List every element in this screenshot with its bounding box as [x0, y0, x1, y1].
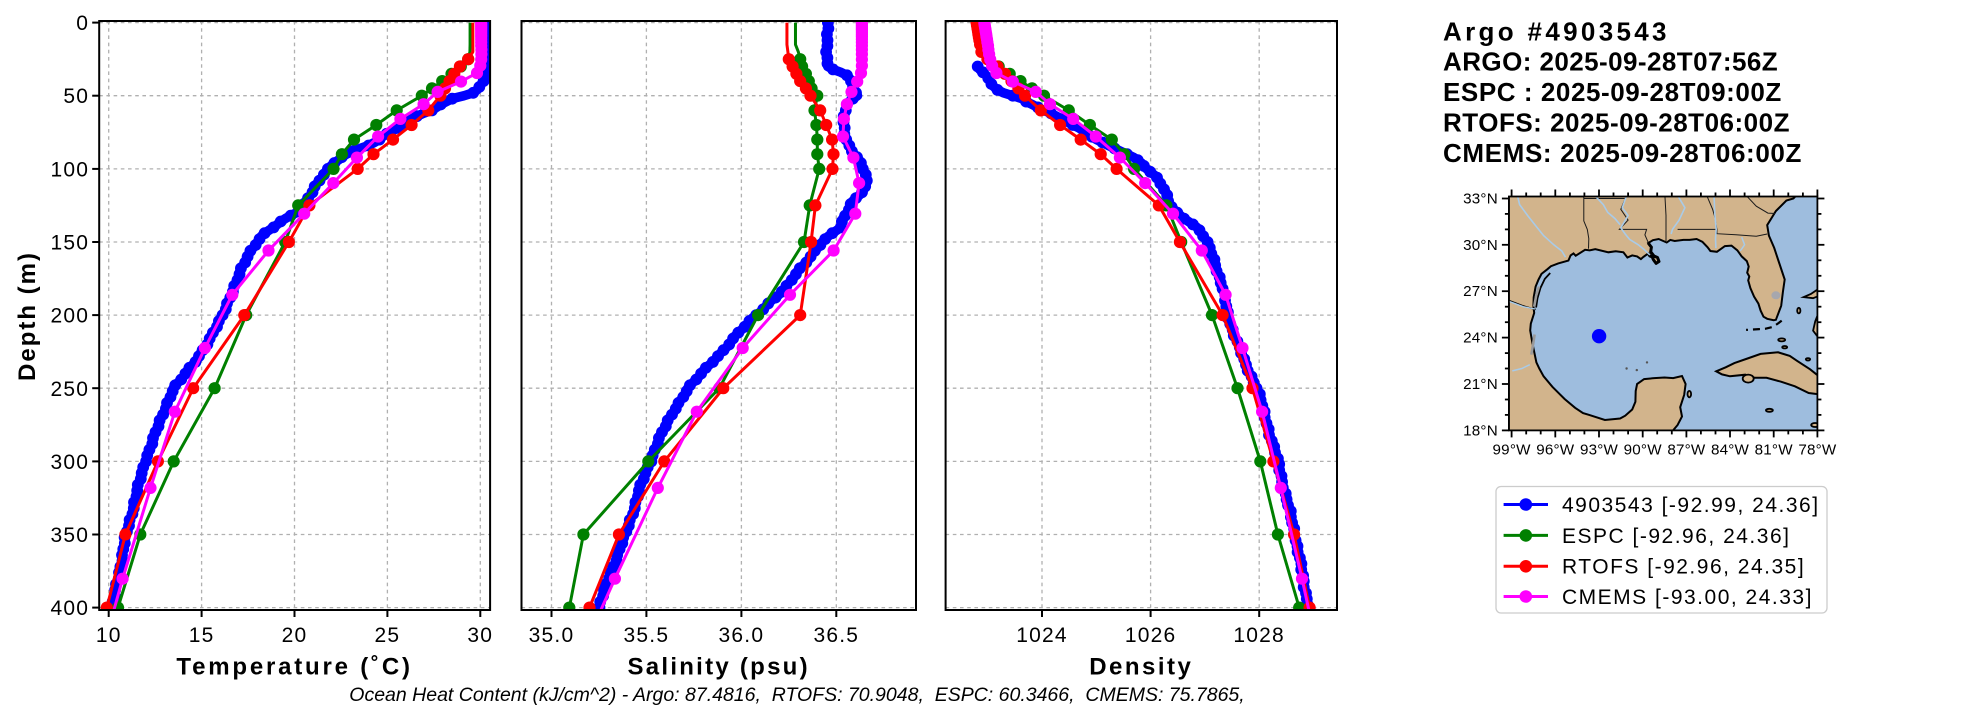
svg-text:15: 15 [189, 624, 215, 647]
svg-text:0: 0 [76, 12, 89, 35]
svg-text:27°N: 27°N [1463, 283, 1498, 300]
svg-text:96°W: 96°W [1536, 441, 1575, 458]
svg-text:1024: 1024 [1016, 624, 1068, 647]
svg-text:33°N: 33°N [1463, 191, 1498, 208]
svg-text:Temperature (˚C): Temperature (˚C) [176, 654, 412, 681]
svg-text:CMEMS [-93.00, 24.33]: CMEMS [-93.00, 24.33] [1562, 586, 1813, 609]
svg-text:25: 25 [375, 624, 401, 647]
svg-text:93°W: 93°W [1580, 441, 1619, 458]
svg-text:250: 250 [51, 378, 90, 401]
svg-text:50: 50 [63, 85, 89, 108]
svg-text:200: 200 [51, 305, 90, 328]
svg-text:90°W: 90°W [1624, 441, 1663, 458]
svg-text:35.5: 35.5 [624, 624, 670, 647]
svg-text:Argo #4903543: Argo #4903543 [1443, 16, 1670, 46]
svg-text:ARGO: 2025-09-28T07:56Z: ARGO: 2025-09-28T07:56Z [1443, 47, 1778, 77]
svg-text:18°N: 18°N [1463, 422, 1498, 439]
svg-text:100: 100 [51, 158, 90, 181]
svg-text:RTOFS: 2025-09-28T06:00Z: RTOFS: 2025-09-28T06:00Z [1443, 108, 1790, 138]
svg-text:78°W: 78°W [1798, 441, 1837, 458]
svg-text:36.5: 36.5 [813, 624, 859, 647]
svg-text:4903543 [-92.99, 24.36]: 4903543 [-92.99, 24.36] [1562, 494, 1820, 517]
svg-text:Ocean Heat Content (kJ/cm^2) -: Ocean Heat Content (kJ/cm^2) - Argo: 87.… [349, 684, 1244, 706]
svg-text:CMEMS: 2025-09-28T06:00Z: CMEMS: 2025-09-28T06:00Z [1443, 138, 1802, 168]
svg-text:1026: 1026 [1125, 624, 1177, 647]
svg-text:87°W: 87°W [1667, 441, 1706, 458]
svg-text:300: 300 [51, 451, 90, 474]
svg-text:10: 10 [96, 624, 122, 647]
svg-text:Depth (m): Depth (m) [14, 251, 41, 381]
svg-text:81°W: 81°W [1755, 441, 1794, 458]
svg-text:84°W: 84°W [1711, 441, 1750, 458]
svg-text:ESPC : 2025-09-28T09:00Z: ESPC : 2025-09-28T09:00Z [1443, 77, 1782, 107]
svg-text:20: 20 [282, 624, 308, 647]
svg-text:Density: Density [1089, 654, 1193, 681]
svg-text:99°W: 99°W [1493, 441, 1532, 458]
svg-text:1028: 1028 [1233, 624, 1285, 647]
svg-text:RTOFS [-92.96, 24.35]: RTOFS [-92.96, 24.35] [1562, 556, 1805, 579]
svg-text:36.0: 36.0 [719, 624, 765, 647]
svg-text:30: 30 [467, 624, 493, 647]
svg-text:35.0: 35.0 [529, 624, 575, 647]
svg-text:Salinity (psu): Salinity (psu) [628, 654, 810, 681]
svg-text:24°N: 24°N [1463, 330, 1498, 347]
svg-text:30°N: 30°N [1463, 237, 1498, 254]
svg-text:350: 350 [51, 524, 90, 547]
svg-text:400: 400 [51, 597, 90, 620]
svg-text:150: 150 [51, 232, 90, 255]
svg-text:21°N: 21°N [1463, 376, 1498, 393]
svg-text:ESPC [-92.96, 24.36]: ESPC [-92.96, 24.36] [1562, 525, 1790, 548]
